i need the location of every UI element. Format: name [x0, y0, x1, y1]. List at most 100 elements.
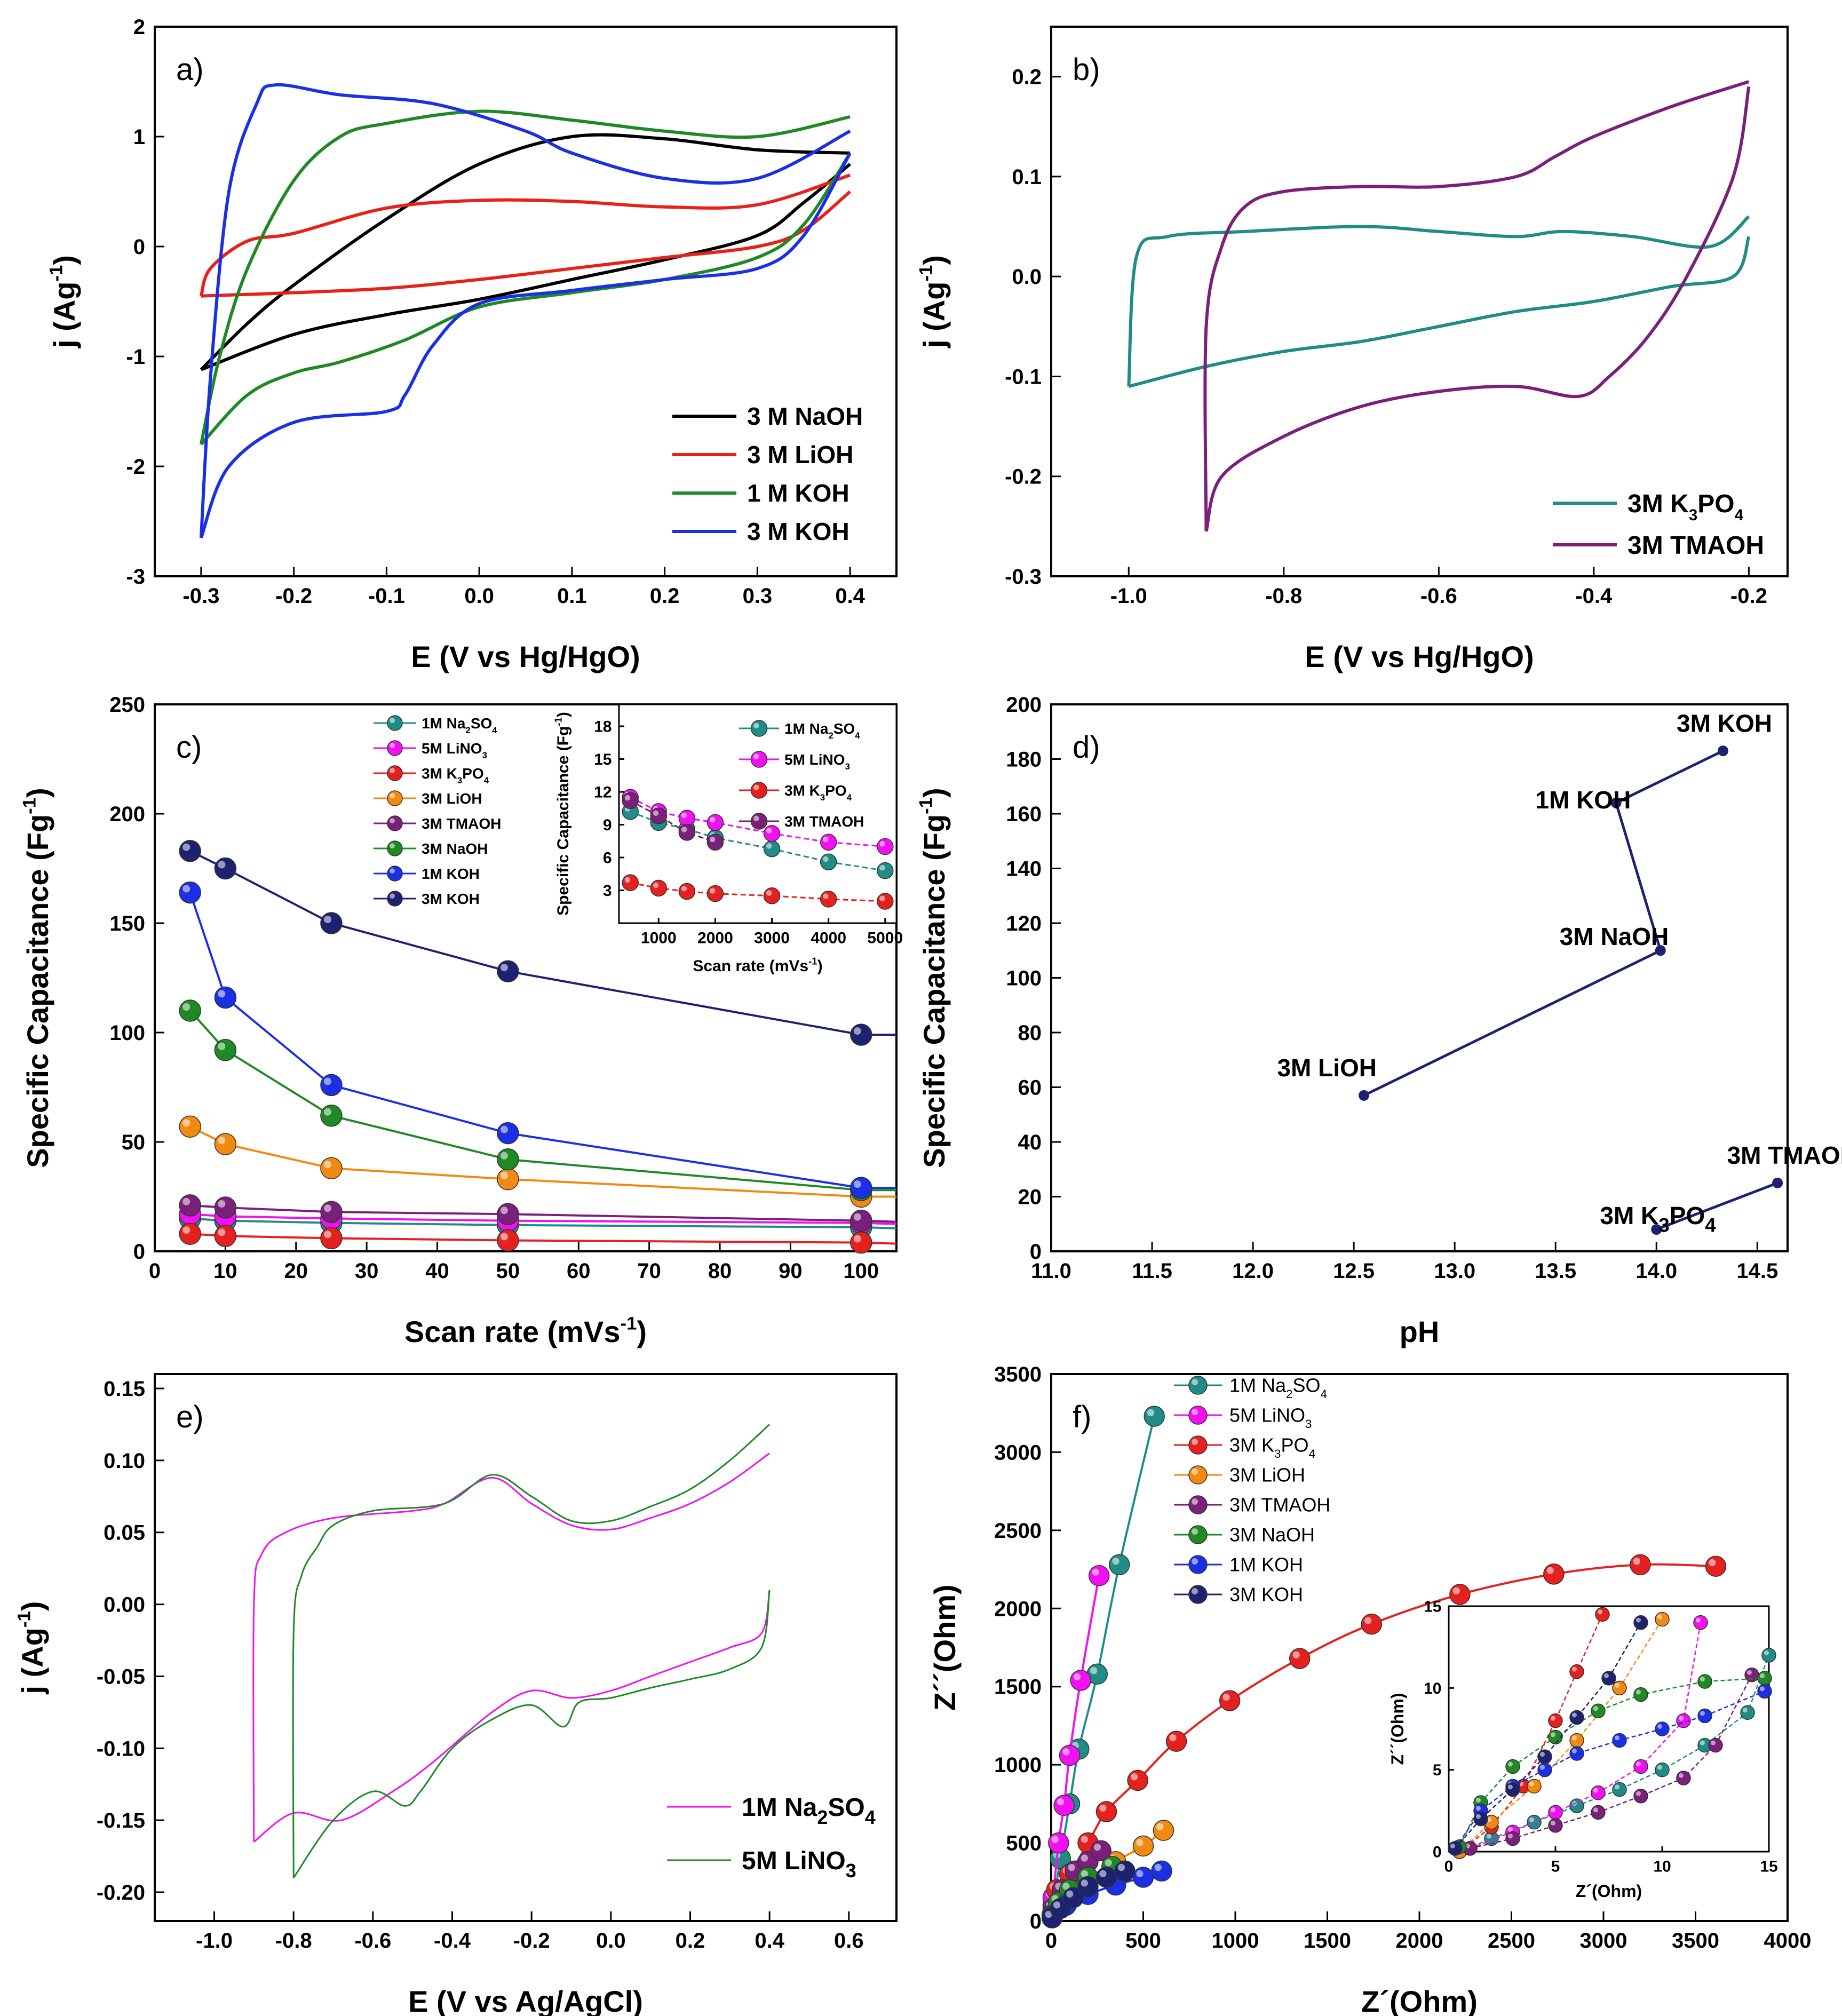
series-1m-na2so4-cathodic-line	[253, 1590, 771, 1843]
x-tick-label: 4000	[1764, 1929, 1812, 1952]
x-tick-label: -0.4	[434, 1929, 471, 1952]
series-3m-naoh-point-highlight	[182, 1003, 190, 1011]
y-tick-label: 0.0	[1012, 265, 1042, 289]
series-3m-koh-point-highlight	[1066, 1890, 1074, 1898]
series-1m-koh-point	[214, 986, 237, 1009]
x-tick-label: -0.2	[275, 584, 312, 608]
legend-marker-3m-k3po4-highlight	[1192, 1439, 1198, 1445]
legend-label-3m-tmaoh: 3M TMAOH	[1229, 1494, 1330, 1516]
inset-series-5m-lino3-point-highlight	[766, 828, 772, 834]
inset-series-3m-k3po4-point	[1595, 1607, 1610, 1622]
series-3m-lioh-point	[179, 1115, 201, 1138]
y-tick-label: 15	[1424, 1598, 1441, 1616]
point-1m-koh	[1610, 797, 1622, 808]
legend-label-3m-naoh: 3M NaOH	[1229, 1524, 1315, 1546]
series-3m-koh-point-highlight	[1045, 1910, 1052, 1918]
annotation-3m-lioh: 3M LiOH	[1277, 1054, 1377, 1082]
series-3m-koh-point-highlight	[323, 916, 331, 923]
series-1-m-koh-anodic-line	[199, 109, 851, 445]
legend-label-1m-na2so4: 1M Na2SO4	[742, 1793, 876, 1828]
inset-series-1m-na2so4-point	[763, 840, 781, 858]
legend-marker-3m-tmaoh	[1188, 1495, 1208, 1514]
legend-label-1m-na2so4: 1M Na2SO4	[784, 720, 860, 741]
series-5m-lino3-point-highlight	[1057, 1798, 1065, 1806]
inset-series-3m-tmaoh-point-highlight	[681, 827, 687, 832]
y-tick-label: 180	[1006, 748, 1042, 772]
inset-series-3m-koh-point	[1505, 1782, 1520, 1797]
inset-series-3m-tmaoh-point	[650, 807, 668, 824]
y-tick-label: 5	[1433, 1761, 1442, 1779]
y-tick-label: 3500	[994, 1363, 1042, 1386]
panel-e-frame	[154, 1373, 898, 1922]
series-3m-tmaoh-point-highlight	[1068, 1863, 1075, 1871]
inset-series-3m-k3po4-point	[678, 883, 696, 900]
x-axis-label: Z´(Ohm)	[1576, 1882, 1642, 1901]
legend-marker-1m-na2so4	[750, 720, 768, 737]
y-tick-label: 150	[109, 912, 145, 935]
legend-marker-3m-tmaoh-highlight	[390, 818, 395, 823]
series-3m-koh-point-highlight	[182, 843, 190, 851]
y-axis-label: Specific Capacitance (Fg-1)	[916, 788, 951, 1168]
series-3m-k3po4-point-highlight	[1452, 1587, 1460, 1594]
y-tick-label: 120	[1006, 912, 1042, 935]
inset-series-3m-k3po4-point-highlight	[1597, 1609, 1602, 1615]
inset-series-1m-koh-point-highlight	[1614, 1735, 1619, 1741]
y-tick-label: 1000	[994, 1753, 1042, 1777]
y-tick-label: 200	[1006, 693, 1042, 717]
series-3m-lioh-point-highlight	[218, 1137, 226, 1145]
series-3m-koh-point	[214, 857, 237, 880]
inset-series-1m-koh-point-highlight	[1657, 1724, 1662, 1729]
inset-series-3m-tmaoh-point	[1633, 1788, 1648, 1804]
x-tick-label: 80	[708, 1259, 732, 1283]
series-3m-lioh-point	[1132, 1835, 1154, 1857]
x-tick-label: 0.4	[835, 584, 865, 608]
panel-f-inset: 0 5 10 15 0 5 10 15 Z´(Ohm) Z´´(Ohm)	[1388, 1598, 1778, 1901]
inset-series-5m-lino3-point-highlight	[1550, 1807, 1555, 1813]
inset-series-3m-tmaoh-point	[1548, 1818, 1563, 1833]
legend-label-1m-na2so4: 1M Na2SO4	[422, 715, 497, 735]
x-tick-label: 13.5	[1535, 1259, 1576, 1283]
y-tick-label: 500	[1006, 1832, 1042, 1855]
y-tick-label: 80	[1018, 1021, 1042, 1045]
series-3m-tmaoh-point-highlight	[182, 1197, 190, 1205]
legend-marker-3m-tmaoh	[387, 815, 403, 831]
series-3m-k3po4-point	[179, 1223, 201, 1245]
series-1m-koh-point-highlight	[853, 1180, 861, 1188]
series-3m-naoh-point-highlight	[323, 1108, 331, 1116]
x-tick-label: 50	[496, 1259, 520, 1283]
x-tick-label: 40	[425, 1259, 449, 1283]
annotation-3m-naoh: 3M NaOH	[1560, 923, 1669, 950]
inset-f-background	[1449, 1606, 1769, 1852]
inset-series-3m-koh-point-highlight	[1539, 1752, 1545, 1757]
legend-marker-3m-tmaoh	[750, 813, 768, 830]
y-tick-label: 0	[1030, 1910, 1042, 1933]
inset-series-3m-lioh-point	[1527, 1779, 1542, 1794]
series-5m-lino3-point-highlight	[1051, 1836, 1059, 1843]
y-tick-label: 140	[1006, 858, 1042, 881]
y-tick-label: -0.15	[97, 1809, 145, 1832]
legend-marker-5m-lino3-highlight	[390, 743, 395, 748]
inset-series-3m-tmaoh-point-highlight	[1746, 1670, 1752, 1675]
legend-marker-3m-naoh	[1188, 1525, 1208, 1544]
inset-series-3m-k3po4-point	[1548, 1713, 1563, 1728]
inset-series-3m-naoh-point	[1633, 1687, 1648, 1702]
series-1m-koh-point	[320, 1074, 343, 1097]
inset-series-3m-tmaoh-point-highlight	[1593, 1807, 1598, 1813]
y-tick-label: -0.2	[1005, 465, 1042, 489]
inset-series-5m-lino3-point	[1633, 1759, 1648, 1774]
series-3m-koh-point	[497, 960, 519, 982]
series-3m-koh-point-highlight	[1099, 1870, 1107, 1878]
x-tick-label: -0.2	[513, 1929, 550, 1952]
series-1m-koh-point-highlight	[182, 885, 190, 893]
series-1m-koh-line	[189, 892, 896, 1189]
inset-series-5m-lino3-point-highlight	[1507, 1827, 1513, 1832]
inset-series-1m-na2so4-point	[1761, 1648, 1776, 1663]
series-5m-lino3-cathodic-line	[292, 1590, 771, 1878]
series-3m-lioh-point-highlight	[1156, 1823, 1164, 1831]
inset-series-3m-tmaoh-point-highlight	[1507, 1834, 1513, 1839]
y-tick-label: 100	[1006, 967, 1042, 990]
series-3m-lioh-point-highlight	[182, 1119, 190, 1127]
x-tick-label: 0.6	[834, 1929, 864, 1952]
inset-series-1m-koh-point	[1697, 1708, 1712, 1724]
x-tick-label: 0.1	[557, 584, 587, 608]
